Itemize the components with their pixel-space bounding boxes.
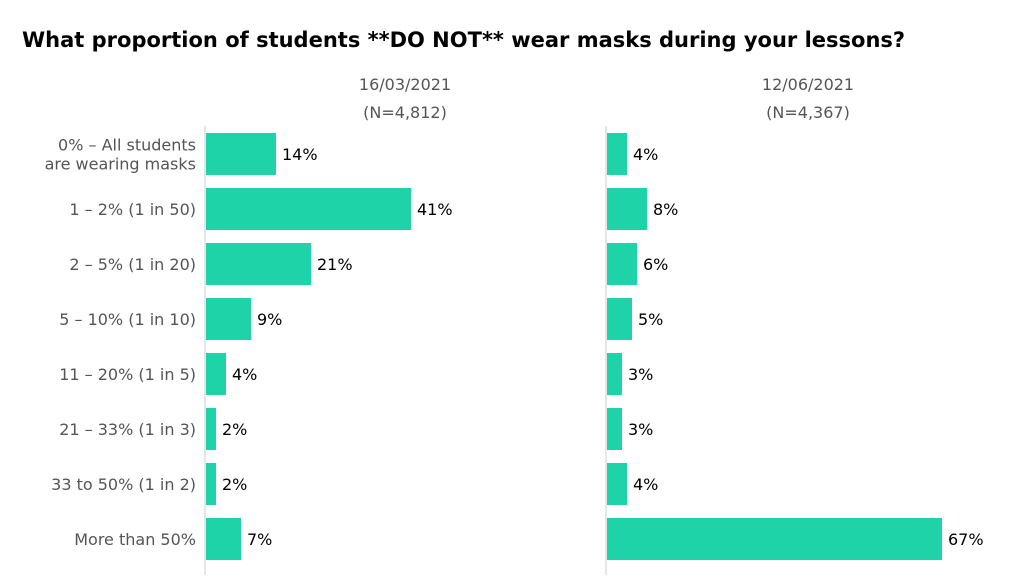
bar-value-label: 14% (282, 145, 318, 164)
bar-value-label: 8% (653, 200, 678, 219)
bar (607, 463, 627, 505)
bar-value-label: 5% (638, 310, 663, 329)
bar-value-label: 2% (222, 475, 247, 494)
panel-date-label: 16/03/2021 (359, 75, 451, 94)
panel-n-label: (N=4,812) (363, 103, 447, 122)
bar-value-label: 3% (628, 420, 653, 439)
bar-value-label: 41% (417, 200, 453, 219)
bar (206, 408, 216, 450)
category-label: 21 – 33% (1 in 3) (59, 420, 196, 439)
category-label: are wearing masks (45, 155, 196, 174)
category-label: 1 – 2% (1 in 50) (69, 200, 196, 219)
bar (607, 518, 942, 560)
bar (607, 353, 622, 395)
bar-value-label: 4% (232, 365, 257, 384)
panel-date-label: 12/06/2021 (762, 75, 854, 94)
bar (206, 463, 216, 505)
bar-value-label: 9% (257, 310, 282, 329)
bar (206, 243, 311, 285)
bar (206, 518, 241, 560)
bar-value-label: 3% (628, 365, 653, 384)
bar-value-label: 2% (222, 420, 247, 439)
bar (206, 353, 226, 395)
category-label: 0% – All students (58, 136, 196, 155)
bar-value-label: 7% (247, 530, 272, 549)
category-label: 33 to 50% (1 in 2) (51, 475, 196, 494)
category-label: More than 50% (74, 530, 196, 549)
bar-value-label: 6% (643, 255, 668, 274)
chart-title: What proportion of students **DO NOT** w… (22, 28, 906, 52)
bar-value-label: 21% (317, 255, 353, 274)
bar (607, 408, 622, 450)
bar (206, 133, 276, 175)
bar (607, 188, 647, 230)
bar (607, 133, 627, 175)
bar (206, 298, 251, 340)
bar-value-label: 4% (633, 145, 658, 164)
bar (206, 188, 411, 230)
panel-n-label: (N=4,367) (766, 103, 850, 122)
category-label: 2 – 5% (1 in 20) (69, 255, 196, 274)
bar (607, 298, 632, 340)
category-label: 11 – 20% (1 in 5) (59, 365, 196, 384)
bar-value-label: 67% (948, 530, 984, 549)
bar-value-label: 4% (633, 475, 658, 494)
bar (607, 243, 637, 285)
category-label: 5 – 10% (1 in 10) (59, 310, 196, 329)
